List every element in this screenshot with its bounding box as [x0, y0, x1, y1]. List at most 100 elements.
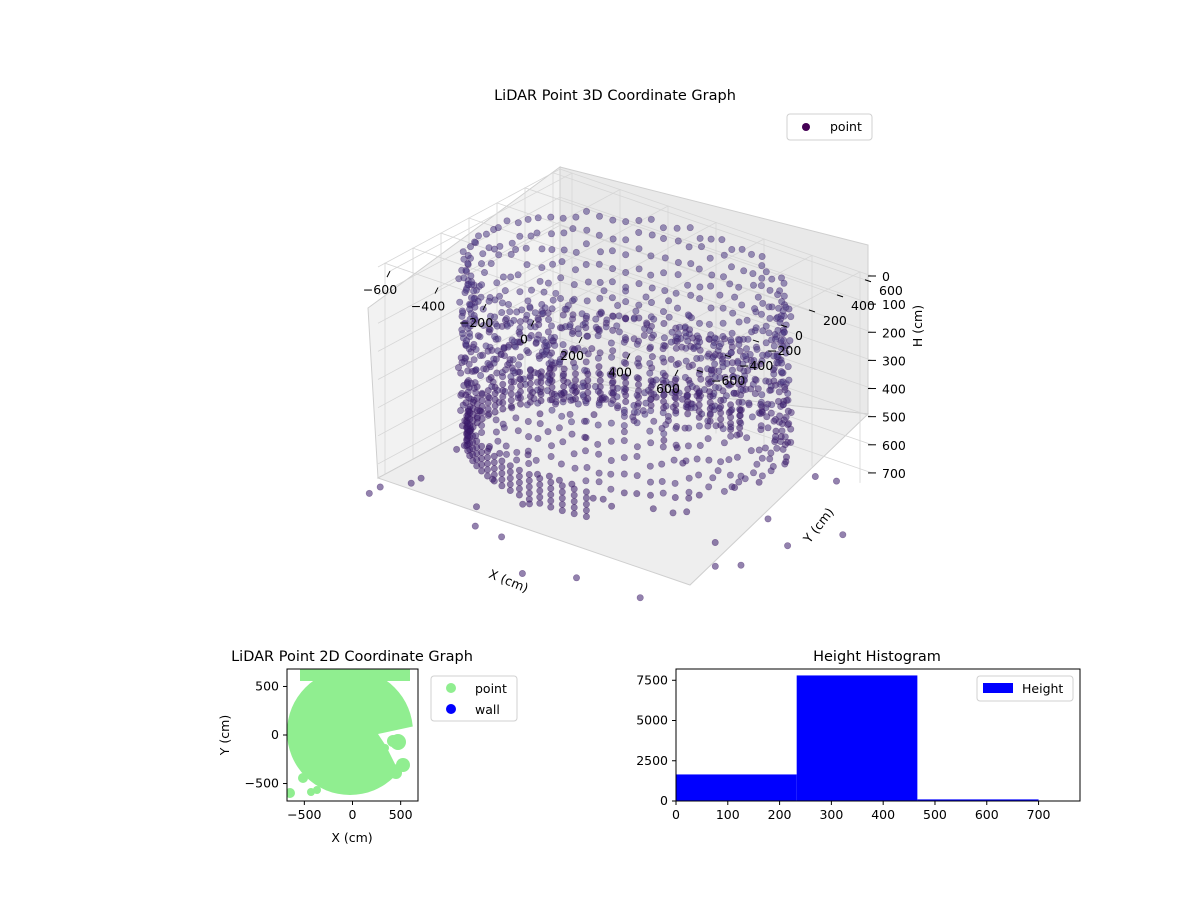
data-point-3d — [548, 396, 556, 404]
data-point-3d — [634, 387, 642, 395]
data-point-3d — [729, 373, 737, 381]
data-point-3d — [495, 292, 503, 300]
data-point-3d — [534, 314, 542, 322]
data-point-3d — [491, 383, 499, 391]
x-tick-mark-3d — [626, 353, 631, 360]
data-point-3d — [620, 428, 628, 436]
data-point-3d — [671, 493, 679, 501]
data-point-3d — [752, 324, 760, 332]
data-point-3d — [506, 474, 514, 482]
x-tick-label-histogram: 700 — [1027, 807, 1051, 822]
data-point-3d — [560, 382, 568, 390]
data-point-3d — [478, 281, 486, 289]
data-point-3d — [747, 357, 755, 365]
x-tick-label-3d: −200 — [459, 315, 493, 330]
data-point-3d — [536, 410, 544, 418]
pane-floor — [376, 379, 870, 586]
data-point-3d — [766, 314, 774, 322]
data-point-3d — [622, 298, 630, 306]
data-point-3d — [695, 413, 703, 421]
data-point-3d — [704, 435, 712, 443]
data-point-3d — [516, 388, 524, 396]
data-point-3d — [534, 214, 542, 222]
data-point-3d — [548, 389, 556, 397]
data-point-3d — [584, 332, 592, 340]
data-point-3d — [659, 224, 667, 232]
legend-2d: point wall — [430, 675, 518, 722]
data-point-3d — [672, 344, 680, 352]
y-tick-label-3d: 200 — [823, 313, 847, 328]
data-point-3d — [743, 434, 751, 442]
data-point-3d — [646, 478, 654, 486]
data-point-3d — [507, 402, 515, 410]
data-point-3d — [758, 274, 766, 282]
point-blob — [387, 735, 399, 747]
data-point-3d — [685, 488, 693, 496]
data-point-3d — [696, 295, 704, 303]
y-tick-mark-3d — [780, 324, 788, 328]
data-point-3d — [647, 377, 655, 385]
data-point-3d — [711, 360, 719, 368]
data-point-3d — [634, 375, 642, 383]
data-point-3d — [726, 280, 734, 288]
data-point-3d — [506, 480, 514, 488]
data-point-3d — [679, 459, 687, 467]
data-point-3d — [582, 240, 590, 248]
data-point-3d — [560, 370, 568, 378]
data-point-3d — [365, 489, 373, 497]
data-point-3d — [635, 229, 643, 237]
data-point-3d — [501, 287, 509, 295]
y-tick-label-3d: 600 — [879, 283, 903, 298]
data-point-3d — [507, 378, 515, 386]
data-point-3d — [744, 335, 752, 343]
data-point-3d — [686, 224, 694, 232]
data-point-3d — [659, 235, 667, 243]
data-point-3d — [584, 376, 592, 384]
data-point-3d — [544, 279, 552, 287]
data-point-3d — [650, 315, 658, 323]
data-point-3d — [777, 433, 785, 441]
z-tick-label-3d: 300 — [882, 353, 906, 368]
data-point-3d — [727, 407, 735, 415]
data-point-3d — [417, 474, 425, 482]
data-point-3d — [670, 456, 678, 464]
data-point-3d — [769, 366, 777, 374]
data-point-3d — [479, 321, 487, 329]
data-point-3d — [467, 379, 475, 387]
data-point-3d — [505, 341, 513, 349]
data-point-3d — [632, 307, 640, 315]
data-point-3d — [518, 306, 526, 314]
data-point-3d — [719, 273, 727, 281]
data-point-3d — [665, 297, 673, 305]
data-point-3d — [695, 491, 703, 499]
data-point-3d — [580, 417, 588, 425]
data-point-3d — [516, 318, 524, 326]
data-point-3d — [493, 369, 501, 377]
data-point-3d — [524, 451, 532, 459]
data-point-3d — [684, 385, 692, 393]
data-point-3d — [695, 407, 703, 415]
data-point-3d — [525, 477, 533, 485]
y-tick-mark-3d — [808, 309, 816, 313]
data-point-3d — [595, 469, 603, 477]
data-point-3d — [498, 469, 506, 477]
data-point-3d — [526, 380, 534, 388]
x-tick-label-2d: 500 — [389, 807, 413, 822]
data-point-3d — [516, 394, 524, 402]
data-point-3d — [559, 351, 567, 359]
data-point-3d — [595, 325, 603, 333]
data-point-3d — [727, 419, 735, 427]
data-point-3d — [595, 260, 603, 268]
point-blob — [390, 767, 402, 779]
data-point-3d — [706, 411, 714, 419]
data-point-3d — [463, 337, 471, 345]
z-tick-label-3d: 400 — [882, 382, 906, 397]
y-tick-label-2d: −500 — [245, 776, 279, 791]
data-point-3d — [584, 395, 592, 403]
data-point-3d — [673, 337, 681, 345]
data-point-3d — [648, 231, 656, 239]
data-point-3d — [695, 395, 703, 403]
data-point-3d — [570, 510, 578, 518]
data-point-3d — [582, 314, 590, 322]
data-point-3d — [665, 313, 673, 321]
